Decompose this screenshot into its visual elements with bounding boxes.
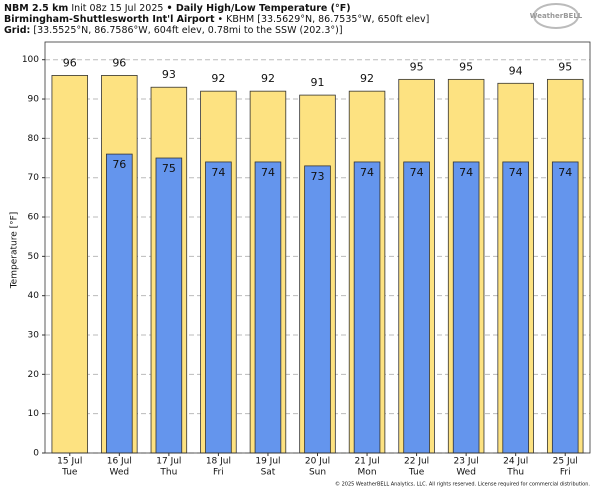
product: • Daily High/Low Temperature (°F) xyxy=(166,3,350,14)
data-label: 92 xyxy=(360,72,374,85)
data-label: 95 xyxy=(558,60,572,73)
bar xyxy=(502,161,529,454)
data-label: 92 xyxy=(261,72,275,85)
x-tick-label: Sat xyxy=(261,468,276,478)
grid-label: Grid: xyxy=(4,25,30,36)
y-tick-label: 100 xyxy=(22,55,39,65)
x-tick-label: Fri xyxy=(560,468,571,478)
data-label: 74 xyxy=(360,166,374,179)
data-label: 74 xyxy=(261,166,275,179)
y-tick-label: 70 xyxy=(28,173,40,183)
header-line: Grid: [33.5525°N, 86.7586°W, 604ft elev,… xyxy=(4,25,343,36)
x-tick-label: Wed xyxy=(456,468,476,478)
bar xyxy=(403,161,430,454)
y-tick-label: 30 xyxy=(28,331,40,341)
grid-info: [33.5525°N, 86.7586°W, 604ft elev, 0.78m… xyxy=(33,25,342,36)
bar xyxy=(304,165,331,454)
x-tick-label: 18 Jul xyxy=(206,457,231,467)
data-label: 74 xyxy=(459,166,473,179)
data-label: 92 xyxy=(211,72,225,85)
header-line: Birmingham-Shuttlesworth Int'l Airport •… xyxy=(4,14,429,25)
data-label: 74 xyxy=(558,166,572,179)
data-label: 74 xyxy=(410,166,424,179)
data-label: 94 xyxy=(509,64,523,77)
x-tick-label: Tue xyxy=(61,468,78,478)
data-label: 95 xyxy=(459,60,473,73)
bar xyxy=(51,75,89,454)
bar xyxy=(155,157,183,454)
y-tick-label: 10 xyxy=(28,409,40,419)
bar xyxy=(254,161,282,454)
data-label: 96 xyxy=(63,56,77,69)
logo: WeatherBELL xyxy=(530,12,583,20)
x-tick-label: Fri xyxy=(213,468,224,478)
data-label: 76 xyxy=(112,158,126,171)
y-tick-label: 20 xyxy=(28,370,40,380)
station: Birmingham-Shuttlesworth Int'l Airport xyxy=(4,14,215,25)
data-label: 75 xyxy=(162,162,176,175)
x-tick-label: 19 Jul xyxy=(255,457,280,467)
y-tick-label: 50 xyxy=(28,252,40,262)
logo-swirl xyxy=(533,3,579,29)
x-tick-label: 15 Jul xyxy=(57,457,82,467)
model: NBM 2.5 km xyxy=(4,3,68,14)
x-tick-label: 21 Jul xyxy=(354,457,379,467)
init: Init 08z 15 Jul 2025 xyxy=(71,3,163,14)
y-tick-label: 80 xyxy=(28,134,40,144)
data-label: 96 xyxy=(112,56,126,69)
x-tick-label: 25 Jul xyxy=(553,457,578,467)
x-tick-label: 17 Jul xyxy=(156,457,181,467)
header-line: NBM 2.5 km Init 08z 15 Jul 2025 • Daily … xyxy=(4,3,351,14)
x-tick-label: 20 Jul xyxy=(305,457,330,467)
footer: © 2025 WeatherBELL Analytics, LLC. All r… xyxy=(335,481,590,488)
y-tick-label: 90 xyxy=(28,95,40,105)
bar xyxy=(452,161,480,454)
bar xyxy=(551,161,579,454)
data-label: 73 xyxy=(311,170,325,183)
x-tick-label: Wed xyxy=(110,468,130,478)
bar xyxy=(353,161,381,454)
station-info: • KBHM [33.5629°N, 86.7535°W, 650ft elev… xyxy=(218,14,430,25)
x-tick-label: 22 Jul xyxy=(404,457,429,467)
x-tick-label: Tue xyxy=(408,468,425,478)
bar xyxy=(205,161,232,454)
y-tick-label: 40 xyxy=(28,291,40,301)
y-tick-label: 0 xyxy=(33,449,39,459)
y-axis-label: Temperature [°F] xyxy=(10,212,20,290)
data-label: 74 xyxy=(211,166,225,179)
data-label: 74 xyxy=(509,166,523,179)
data-label: 93 xyxy=(162,68,176,81)
x-tick-label: Thu xyxy=(506,468,524,478)
x-tick-label: 23 Jul xyxy=(454,457,479,467)
x-tick-label: 24 Jul xyxy=(503,457,528,467)
x-tick-label: Thu xyxy=(159,468,177,478)
x-tick-label: 16 Jul xyxy=(107,457,132,467)
data-label: 95 xyxy=(410,60,424,73)
data-label: 91 xyxy=(311,76,325,89)
x-tick-label: Sun xyxy=(309,468,326,478)
plot-frame xyxy=(44,41,591,454)
bar xyxy=(106,153,133,454)
y-tick-label: 60 xyxy=(28,213,40,223)
x-tick-label: Mon xyxy=(358,468,377,478)
